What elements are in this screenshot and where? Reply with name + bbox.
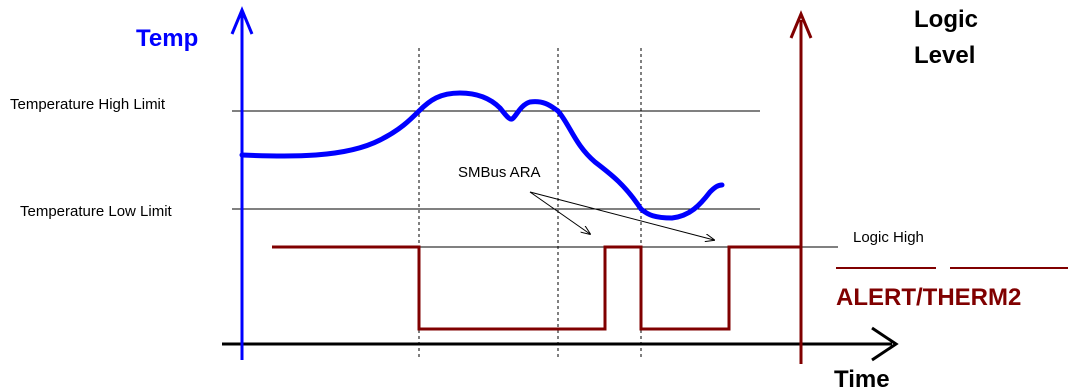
signal-name-label: ALERT/THERM2 [836,284,1021,311]
temp-axis-arrowhead [230,6,254,35]
logic-axis-arrowhead [789,10,813,39]
temperature-curve [239,90,725,221]
logic-axis-label-line1: Logic [914,6,978,33]
time-axis-arrowhead [871,326,899,362]
high-limit-label: Temperature High Limit [10,96,166,113]
smbus-ara-pointer-1 [529,191,590,234]
smbus-ara-pointer-2 [529,191,714,240]
time-axis-label: Time [834,366,890,390]
temp-axis-label: Temp [136,25,198,52]
smbus-ara-label: SMBus ARA [458,164,541,181]
alert-therm2-signal [272,245,801,331]
logic-axis-label-line2: Level [914,42,975,69]
low-limit-label: Temperature Low Limit [20,203,173,220]
logic-high-label: Logic High [853,229,924,246]
